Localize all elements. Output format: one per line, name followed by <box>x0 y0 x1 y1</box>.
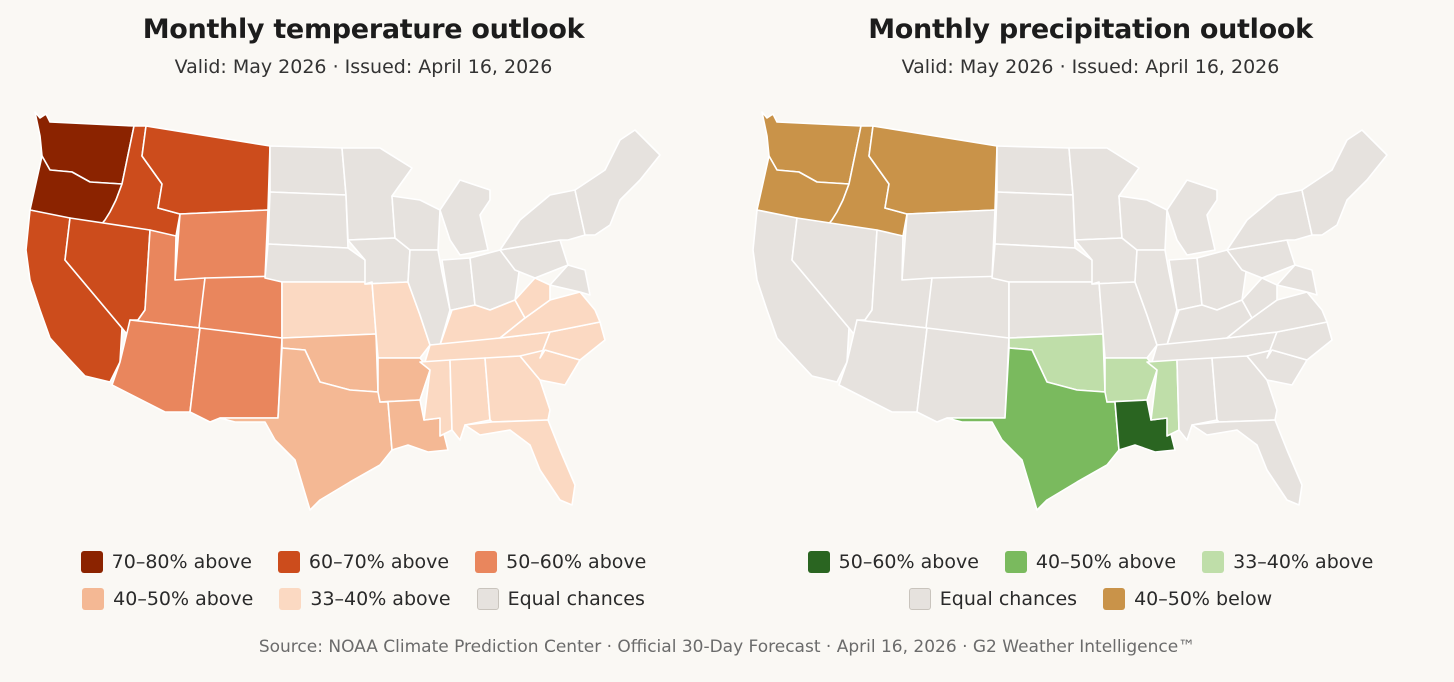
legend-swatch <box>476 588 499 610</box>
legend-label: 40–50% below <box>1134 588 1273 610</box>
state-mi <box>1166 179 1218 256</box>
state-nd <box>269 145 347 196</box>
precipitation-title: Monthly precipitation outlook <box>868 14 1313 45</box>
legend-swatch <box>80 551 103 573</box>
legend-swatch <box>1004 551 1027 573</box>
state-ny <box>499 189 586 251</box>
precipitation-legend-row-2: Equal chances 40–50% below <box>727 588 1454 610</box>
state-wy <box>174 209 269 281</box>
state-ny <box>1226 189 1313 251</box>
state-tx <box>219 347 393 511</box>
state-midatl <box>1276 264 1318 296</box>
legend-item-40-50-above: 40–50% above <box>82 588 253 610</box>
legend-item-50-60-above: 50–60% above <box>807 551 979 573</box>
temperature-title: Monthly temperature outlook <box>142 14 585 45</box>
state-va <box>1226 291 1328 339</box>
legend-swatch <box>82 588 105 610</box>
legend-item-equal-chances: Equal chances <box>476 588 645 610</box>
state-az <box>111 319 201 413</box>
legend-item-40-50-below: 40–50% below <box>1103 588 1272 610</box>
legend-swatch <box>279 588 302 610</box>
state-nd <box>996 145 1074 196</box>
state-mi <box>439 179 491 256</box>
legend-label: 60–70% above <box>308 551 450 573</box>
state-ne_states <box>1301 129 1388 236</box>
state-sc <box>1246 349 1308 386</box>
precipitation-panel: Monthly precipitation outlook Valid: May… <box>727 0 1454 620</box>
state-mt <box>868 125 998 215</box>
legend-label: 50–60% above <box>506 551 647 573</box>
temperature-panel: Monthly temperature outlook Valid: May 2… <box>0 0 727 620</box>
legend-label: 50–60% above <box>838 551 979 573</box>
state-ks <box>1008 281 1104 339</box>
legend-swatch <box>807 551 830 573</box>
state-az <box>838 319 928 413</box>
state-wv <box>514 277 551 319</box>
temperature-map <box>20 100 710 530</box>
state-va <box>499 291 601 339</box>
legend-label: Equal chances <box>507 588 645 610</box>
legend-item-33-40-above: 33–40% above <box>1202 551 1373 573</box>
legend-item-33-40-above: 33–40% above <box>279 588 451 610</box>
legend-item-70-80-above: 70–80% above <box>80 551 252 573</box>
state-la <box>379 399 449 453</box>
legend-item-50-60-above: 50–60% above <box>475 551 646 573</box>
legend-label: 40–50% above <box>113 588 254 610</box>
state-sc <box>519 349 581 386</box>
state-wi <box>391 195 441 251</box>
state-la <box>1106 399 1176 453</box>
state-tx <box>946 347 1120 511</box>
state-sd <box>994 191 1076 249</box>
legend-swatch <box>475 551 498 573</box>
legend-swatch <box>1103 588 1126 610</box>
temperature-subtitle: Valid: May 2026 · Issued: April 16, 2026 <box>174 56 553 78</box>
legend-swatch <box>908 588 931 610</box>
temperature-map-svg <box>25 111 661 511</box>
legend-item-40-50-above: 40–50% above <box>1004 551 1177 573</box>
state-ne_states <box>574 129 661 236</box>
temperature-legend-row-1: 70–80% above 60–70% above 50–60% above <box>0 551 727 573</box>
state-midatl <box>549 264 591 296</box>
state-sd <box>267 191 349 249</box>
legend-swatch <box>277 551 300 573</box>
state-wi <box>1118 195 1168 251</box>
legend-item-equal-chances: Equal chances <box>908 588 1078 610</box>
state-wy <box>901 209 996 281</box>
legend-label: Equal chances <box>939 588 1078 610</box>
precipitation-map <box>747 100 1437 530</box>
state-nm <box>189 327 283 423</box>
state-fl <box>1191 419 1303 506</box>
legend-label: 40–50% above <box>1035 551 1177 573</box>
state-nm <box>916 327 1010 423</box>
precipitation-subtitle: Valid: May 2026 · Issued: April 16, 2026 <box>901 56 1280 78</box>
legend-label: 70–80% above <box>111 551 252 573</box>
legend-swatch <box>1202 551 1225 573</box>
legend-label: 33–40% above <box>1233 551 1374 573</box>
state-ks <box>281 281 377 339</box>
legend-item-60-70-above: 60–70% above <box>277 551 450 573</box>
precipitation-map-svg <box>752 111 1388 511</box>
legend-label: 33–40% above <box>310 588 451 610</box>
state-mt <box>141 125 271 215</box>
source-note: Source: NOAA Climate Prediction Center ·… <box>258 637 1196 657</box>
state-wv <box>1241 277 1278 319</box>
precipitation-legend-row-1: 50–60% above 40–50% above 33–40% above <box>727 551 1454 573</box>
temperature-legend-row-2: 40–50% above 33–40% above Equal chances <box>0 588 727 610</box>
state-fl <box>464 419 576 506</box>
